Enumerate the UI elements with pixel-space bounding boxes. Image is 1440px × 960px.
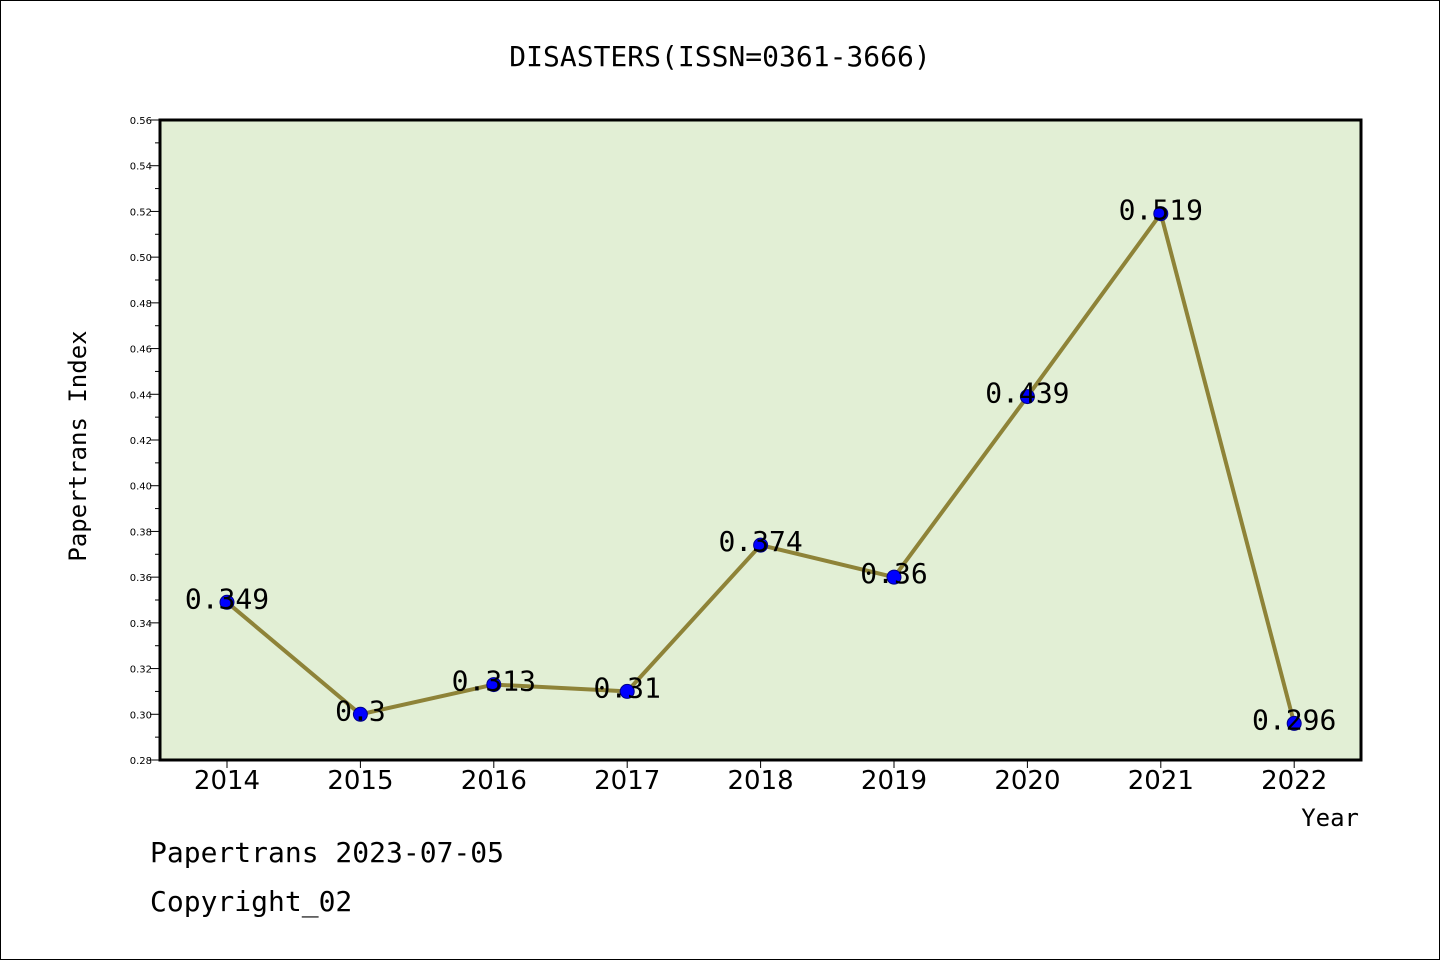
data-label: 0.439 — [985, 377, 1069, 410]
y-axis-label: Papertrans Index — [64, 330, 92, 561]
y-tick-label: 0.54 — [130, 162, 152, 173]
plot-area — [158, 118, 1363, 762]
data-point — [619, 683, 635, 699]
data-label: 0.3 — [335, 694, 386, 727]
data-point — [352, 706, 368, 722]
y-tick-label: 0.56 — [130, 116, 152, 127]
x-tick-label: 2014 — [194, 766, 260, 796]
footer-copyright: Copyright_02 — [150, 885, 353, 918]
y-tick-label: 0.30 — [130, 710, 152, 721]
x-tick-label: 2020 — [994, 766, 1060, 796]
data-label: 0.296 — [1252, 703, 1336, 736]
y-tick-label: 0.40 — [130, 482, 152, 493]
y-tick-label: 0.42 — [130, 436, 152, 447]
y-tick-label: 0.34 — [130, 619, 152, 630]
y-tick-label: 0.46 — [130, 345, 152, 356]
data-point — [219, 594, 235, 610]
x-axis-label: Year — [1301, 804, 1359, 832]
data-point — [886, 569, 902, 585]
x-tick-label: 2019 — [861, 766, 927, 796]
x-tick-label: 2015 — [327, 766, 393, 796]
data-label: 0.313 — [452, 665, 536, 698]
chart-title: DISASTERS(ISSN=0361-3666) — [509, 40, 930, 73]
y-tick-label: 0.44 — [130, 390, 152, 401]
x-tick-label: 2021 — [1128, 766, 1194, 796]
y-tick-label: 0.48 — [130, 299, 152, 310]
data-label: 0.374 — [718, 525, 802, 558]
y-tick-label: 0.52 — [130, 207, 152, 218]
footer-date: Papertrans 2023-07-05 — [150, 836, 505, 869]
y-tick-label: 0.50 — [130, 253, 152, 264]
x-tick-label: 2022 — [1261, 766, 1327, 796]
x-axis: 2014 2015 2016 2017 2018 2019 2020 2021 2022 — [194, 760, 1327, 796]
data-label: 0.349 — [185, 582, 269, 615]
x-tick-label: 2018 — [728, 766, 794, 796]
data-point — [1019, 389, 1035, 405]
y-axis: 0.28 0.30 0.32 0.34 0.36 0.38 0.40 0.42 0.44 0.46… — [130, 116, 160, 767]
data-point — [753, 537, 769, 553]
x-tick-label: 2016 — [461, 766, 527, 796]
y-tick-label: 0.32 — [130, 665, 152, 676]
data-point — [1286, 715, 1302, 731]
data-point — [486, 677, 502, 693]
data-labels: 0.349 0.3 0.313 0.31 0.374 0.36 0.439 0.519 0.29… — [185, 194, 1336, 737]
x-tick-label: 2017 — [594, 766, 660, 796]
series-papertrans-index — [219, 206, 1302, 731]
y-tick-label: 0.36 — [130, 573, 152, 584]
data-label: 0.36 — [860, 557, 927, 590]
y-tick-label: 0.38 — [130, 527, 152, 538]
y-tick-label: 0.28 — [130, 756, 152, 767]
data-label: 0.519 — [1119, 194, 1203, 227]
data-label: 0.31 — [593, 671, 660, 704]
data-point — [1153, 206, 1169, 222]
